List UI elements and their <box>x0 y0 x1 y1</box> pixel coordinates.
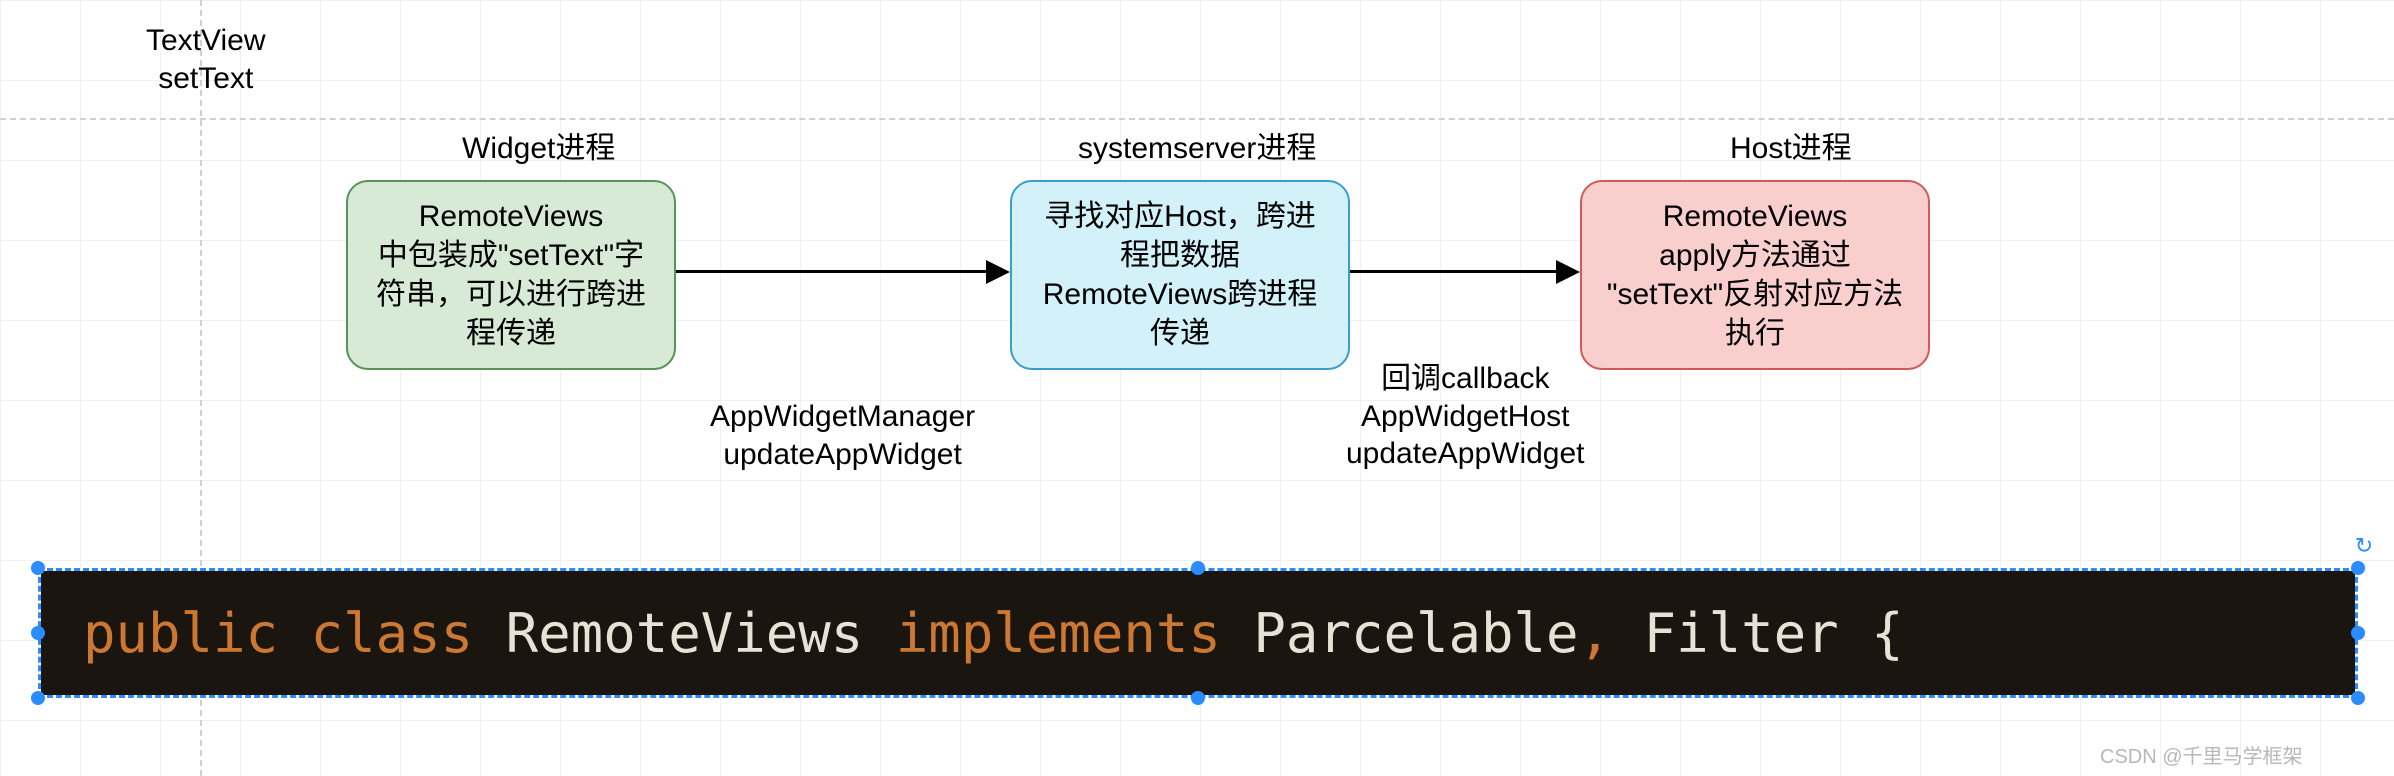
code-token: class <box>311 602 506 665</box>
node-title-system: systemserver进程 <box>1078 130 1316 168</box>
edge-0 <box>676 270 986 273</box>
rotate-handle-icon[interactable]: ↻ <box>2354 536 2374 556</box>
code-token: , <box>1579 602 1644 665</box>
code-token: Filter <box>1644 602 1872 665</box>
code-token: public <box>83 602 311 665</box>
code-token: Parcelable <box>1253 602 1578 665</box>
selection-handle[interactable] <box>2351 691 2365 705</box>
code-selection-box[interactable]: public class RemoteViews implements Parc… <box>38 568 2358 698</box>
code-token: { <box>1871 602 1904 665</box>
horizontal-guide <box>0 118 2394 120</box>
code-token: RemoteViews <box>506 602 896 665</box>
node-title-host: Host进程 <box>1730 130 1852 168</box>
textview-settext-label: TextView setText <box>146 22 266 97</box>
edge-0-head <box>986 260 1010 284</box>
node-widget[interactable]: RemoteViews 中包装成"setText"字 符串，可以进行跨进 程传递 <box>346 180 676 370</box>
watermark: CSDN @千里马学框架 <box>2100 740 2303 769</box>
code-token: implements <box>896 602 1254 665</box>
edge-1-label: 回调callback AppWidgetHost updateAppWidget <box>1346 360 1585 473</box>
selection-handle[interactable] <box>31 626 45 640</box>
node-title-widget: Widget进程 <box>462 130 615 168</box>
selection-handle[interactable] <box>2351 561 2365 575</box>
selection-handle[interactable] <box>1191 691 1205 705</box>
edge-1 <box>1350 270 1556 273</box>
node-host[interactable]: RemoteViews apply方法通过 "setText"反射对应方法 执行 <box>1580 180 1930 370</box>
edge-0-label: AppWidgetManager updateAppWidget <box>710 398 975 473</box>
node-system[interactable]: 寻找对应Host，跨进 程把数据 RemoteViews跨进程 传递 <box>1010 180 1350 370</box>
selection-handle[interactable] <box>31 691 45 705</box>
edge-1-head <box>1556 260 1580 284</box>
selection-handle[interactable] <box>1191 561 1205 575</box>
code-line: public class RemoteViews implements Parc… <box>41 571 2355 695</box>
selection-handle[interactable] <box>2351 626 2365 640</box>
selection-handle[interactable] <box>31 561 45 575</box>
